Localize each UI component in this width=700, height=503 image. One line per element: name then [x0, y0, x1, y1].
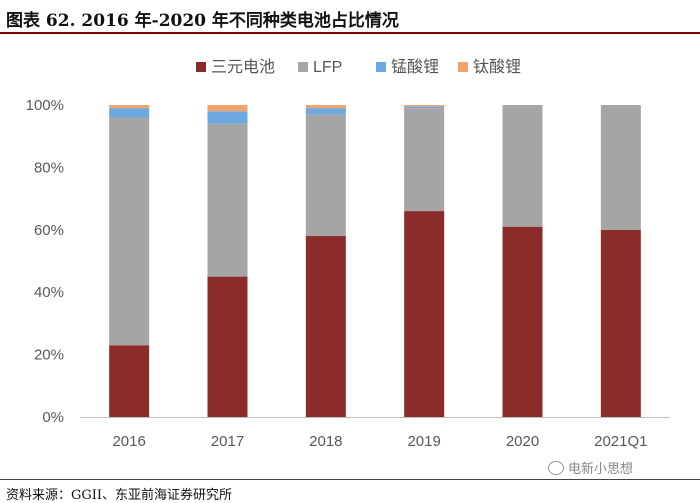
legend-label-2: 锰酸锂	[391, 58, 439, 76]
bar-2020-0	[502, 226, 543, 417]
bar-2021Q1-1	[600, 105, 641, 230]
bar-2019-3	[404, 105, 445, 107]
bar-2016-3	[109, 105, 150, 109]
y-tick-label-2: 40%	[34, 284, 64, 301]
wechat-icon	[548, 461, 564, 475]
y-axis: 0% 20% 40% 60% 80% 100%	[26, 97, 64, 426]
x-tick-label-3: 2019	[407, 433, 440, 450]
legend-swatch-0	[196, 62, 206, 72]
bar-2017-3	[207, 105, 248, 112]
x-tick-label-0: 2016	[112, 433, 145, 450]
watermark-text: 电新小思想	[568, 462, 634, 477]
y-tick-label-3: 60%	[34, 222, 64, 239]
legend-label-1: LFP	[313, 59, 342, 76]
stacked-bar-chart: 三元电池 LFP 锰酸锂 钛酸锂 0%20%40%60%80%100% 2016 201…	[26, 58, 670, 450]
x-axis: 2016 2017 2018 2019 2020 2021Q1	[80, 417, 670, 450]
chart-title: 图表 62. 2016 年-2020 年不同种类电池占比情况	[6, 11, 399, 31]
bar-series	[109, 105, 641, 417]
y-tick-label-0: 0%	[42, 409, 64, 426]
x-tick-label-1: 2017	[211, 433, 244, 450]
legend-label-3: 钛酸锂	[473, 58, 521, 76]
chart-legend: 三元电池 LFP 锰酸锂 钛酸锂	[196, 58, 521, 76]
y-tick-label-1: 20%	[34, 347, 64, 364]
x-tick-label-4: 2020	[506, 433, 539, 450]
bar-2017-0	[207, 276, 248, 417]
watermark: 电新小思想	[548, 458, 633, 477]
bar-2016-0	[109, 345, 150, 417]
bar-2018-3	[305, 105, 346, 109]
bar-2020-1	[502, 105, 543, 227]
legend-swatch-3	[458, 62, 468, 72]
bar-2018-0	[305, 236, 346, 417]
bar-2017-1	[207, 123, 248, 277]
bar-2018-2	[305, 108, 346, 115]
x-tick-label-5: 2021Q1	[594, 433, 647, 450]
bar-2017-2	[207, 111, 248, 124]
bar-2016-1	[109, 117, 150, 346]
y-tick-label-4: 80%	[34, 159, 64, 176]
bar-2021Q1-0	[600, 229, 641, 417]
bar-2016-2	[109, 108, 150, 118]
bar-2019-2	[404, 106, 445, 109]
source-note: 资料来源：GGII、东亚前海证券研究所	[6, 488, 233, 503]
legend-swatch-1	[298, 62, 308, 72]
title-divider	[0, 32, 700, 34]
y-tick-label-5: 100%	[26, 97, 64, 114]
legend-swatch-2	[376, 62, 386, 72]
footer-divider	[0, 479, 700, 480]
bar-2019-1	[404, 108, 445, 212]
legend-label-0: 三元电池	[211, 58, 275, 76]
bar-2018-1	[305, 114, 346, 237]
x-tick-label-2: 2018	[309, 433, 342, 450]
bar-2019-0	[404, 211, 445, 417]
